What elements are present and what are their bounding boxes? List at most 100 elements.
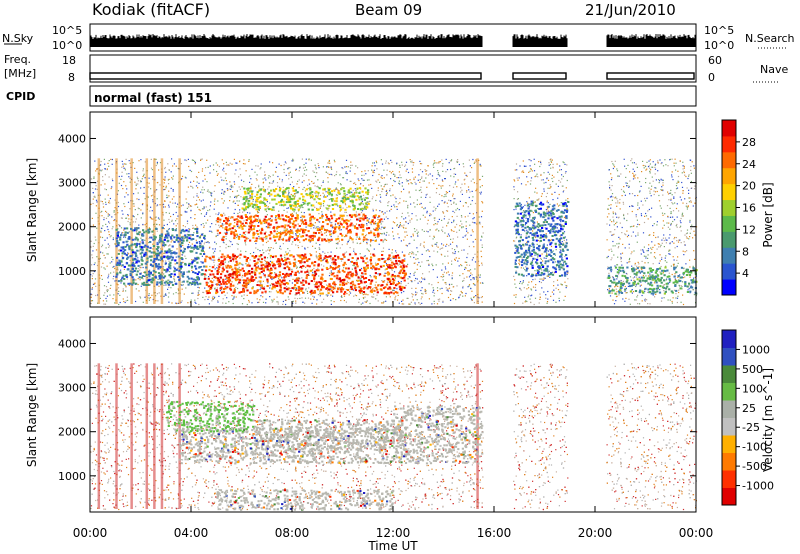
noise-cell <box>564 255 566 258</box>
noise-cell <box>633 174 635 176</box>
noise-cell <box>528 294 530 296</box>
noise-cell <box>451 274 453 277</box>
noise-cell <box>207 298 209 300</box>
noise-cell <box>265 298 267 300</box>
noise-cell <box>235 169 237 171</box>
noise-cell <box>219 221 221 223</box>
noise-cell <box>350 180 352 182</box>
noise-cell <box>661 242 663 244</box>
noise-cell <box>338 287 341 289</box>
noise-cell <box>129 222 131 224</box>
data-cell <box>263 274 266 277</box>
noise-cell <box>117 201 119 204</box>
noise-cell <box>257 238 259 240</box>
noise-cell <box>441 219 443 221</box>
noise-cell <box>372 210 374 212</box>
noise-cell <box>441 195 443 197</box>
noise-cell <box>473 302 475 304</box>
data-cell <box>316 288 320 291</box>
noise-cell <box>342 258 344 260</box>
noise-cell <box>339 190 341 192</box>
noise-cell <box>155 219 157 221</box>
noise-cell <box>312 170 314 172</box>
noise-cell <box>628 261 630 263</box>
noise-cell <box>171 239 173 241</box>
noise-cell <box>289 233 291 236</box>
noise-cell <box>481 301 483 303</box>
noise-cell <box>364 301 366 303</box>
noise-cell <box>334 200 336 202</box>
noise-cell <box>173 223 175 225</box>
noise-cell <box>376 181 378 183</box>
noise-cell <box>451 159 453 161</box>
noise-cell <box>396 225 398 227</box>
noise-cell <box>316 186 318 188</box>
data-cell <box>251 287 254 290</box>
noise-cell <box>668 237 670 239</box>
noise-cell <box>205 296 207 298</box>
noise-cell <box>414 181 416 183</box>
data-cell <box>217 268 220 271</box>
noise-cell <box>94 282 96 284</box>
noise-cell <box>113 211 115 213</box>
noise-cell <box>320 264 323 266</box>
noise-cell <box>246 303 248 306</box>
noise-cell <box>382 250 384 252</box>
noise-cell <box>158 254 161 256</box>
noise-cell <box>301 206 303 208</box>
noise-cell <box>684 276 686 278</box>
noise-cell <box>673 259 675 261</box>
noise-cell <box>481 185 483 187</box>
noise-cell <box>341 244 343 246</box>
noise-cell <box>366 217 368 219</box>
noise-cell <box>421 302 423 304</box>
noise-cell <box>260 287 262 289</box>
noise-cell <box>264 238 266 240</box>
noise-cell <box>481 210 483 212</box>
noise-cell <box>359 243 361 245</box>
noise-cell <box>370 230 372 232</box>
noise-cell <box>454 249 456 251</box>
noise-cell <box>309 197 312 199</box>
noise-cell <box>444 255 446 257</box>
noise-cell <box>650 247 652 249</box>
noise-cell <box>445 193 447 195</box>
noise-cell <box>289 287 291 290</box>
noise-cell <box>308 287 310 289</box>
noise-cell <box>198 290 200 292</box>
noise-cell <box>547 171 549 173</box>
vertical-streak <box>178 158 181 304</box>
noise-cell <box>546 254 548 256</box>
noise-cell <box>283 164 285 166</box>
noise-cell <box>632 225 635 227</box>
noise-cell <box>530 204 532 206</box>
noise-cell <box>148 182 150 184</box>
noise-cell <box>282 263 285 265</box>
noise-cell <box>528 171 530 173</box>
noise-cell <box>437 281 439 284</box>
noise-cell <box>228 188 230 190</box>
noise-cell <box>234 183 236 185</box>
noise-cell <box>671 176 673 178</box>
noise-cell <box>266 257 269 259</box>
noise-cell <box>459 225 461 227</box>
noise-cell <box>315 166 317 168</box>
noise-cell <box>523 213 525 216</box>
noise-cell <box>181 214 183 216</box>
data-cell <box>297 277 300 280</box>
data-cell <box>330 289 333 292</box>
noise-cell <box>287 167 290 169</box>
noise-cell <box>392 235 394 237</box>
noise-cell <box>438 184 440 186</box>
noise-cell <box>547 290 549 293</box>
noise-cell <box>374 221 376 223</box>
noise-cell <box>537 199 539 201</box>
noise-cell <box>437 290 439 292</box>
noise-cell <box>453 230 455 232</box>
noise-cell <box>285 299 287 301</box>
noise-cell <box>95 199 98 201</box>
noise-cell <box>254 240 256 242</box>
noise-cell <box>546 301 549 303</box>
noise-cell <box>649 234 651 236</box>
noise-cell <box>363 179 365 181</box>
